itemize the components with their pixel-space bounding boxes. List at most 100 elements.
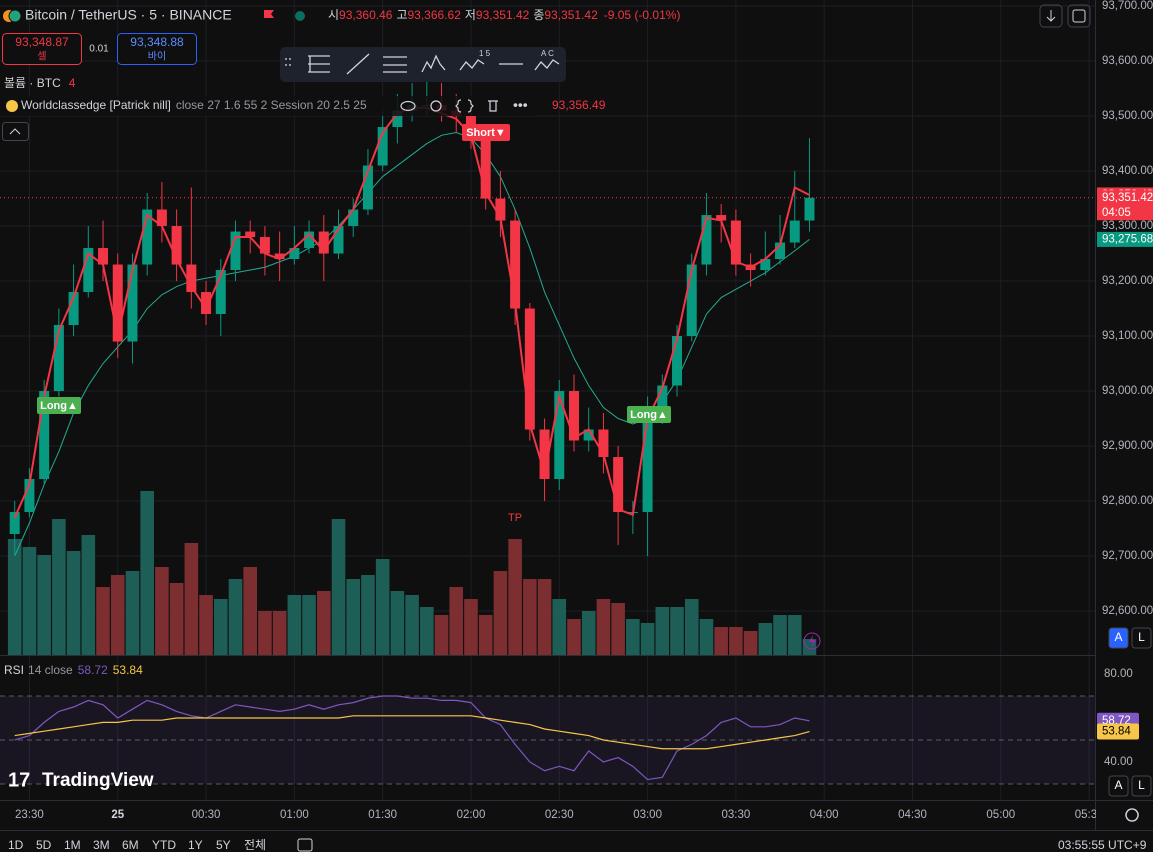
indicator-value: 93,356.49 xyxy=(552,98,606,112)
volume-bar xyxy=(213,599,228,655)
x-tick-label: 01:00 xyxy=(280,809,309,821)
collapse-icon xyxy=(9,128,21,135)
volume-bar xyxy=(140,491,154,655)
tool-pattern[interactable] xyxy=(421,54,446,73)
sell-label: 셀 xyxy=(37,51,46,63)
calendar-icon[interactable] xyxy=(297,838,313,852)
candle-body xyxy=(98,248,109,265)
x-tick-label: 04:00 xyxy=(810,809,839,821)
scale-button-label: A xyxy=(1114,778,1122,792)
annotation: Short▼ xyxy=(466,127,506,139)
volume-bar xyxy=(331,519,346,655)
tool-fib[interactable] xyxy=(308,55,330,73)
clock: 03:55:55 UTC+9 xyxy=(1058,838,1147,852)
candle-body xyxy=(701,215,712,265)
rsi-pane: RSI 14 close 58.72 53.84 xyxy=(0,663,1095,785)
volume-bar xyxy=(375,559,390,655)
annotation-box xyxy=(37,397,81,414)
tool-trendline[interactable] xyxy=(346,53,370,75)
candle-body xyxy=(304,231,315,249)
volume-bar xyxy=(81,535,96,655)
period-button[interactable]: 1M xyxy=(64,838,81,852)
axis-cover xyxy=(1096,801,1153,830)
volume-bar xyxy=(640,623,655,655)
volume-bar xyxy=(508,539,522,655)
ohlc-value: 93,360.46 xyxy=(339,8,393,22)
candle-body xyxy=(657,385,668,414)
tool-abcd[interactable] xyxy=(534,59,560,71)
candle-body xyxy=(259,237,270,254)
settings-icon[interactable] xyxy=(430,100,442,112)
rsi-label: RSI xyxy=(4,663,24,677)
candle-body xyxy=(171,226,182,265)
price-tag xyxy=(1097,231,1153,247)
ohlc-value: 93,351.42 xyxy=(476,8,530,22)
period-button[interactable]: 1D xyxy=(8,838,24,852)
scroll-button[interactable] xyxy=(1039,4,1063,28)
candle-body xyxy=(672,336,683,386)
candle-body xyxy=(142,209,153,265)
sell-button[interactable] xyxy=(2,33,82,65)
period-button[interactable]: 5Y xyxy=(216,838,231,852)
period-button[interactable]: 1Y xyxy=(188,838,203,852)
collapse-button[interactable] xyxy=(2,122,29,141)
volume-bar xyxy=(7,539,22,655)
candle-body xyxy=(642,413,653,513)
period-button[interactable]: 3M xyxy=(93,838,110,852)
period-button[interactable]: 6M xyxy=(122,838,139,852)
period-button[interactable]: 전체 xyxy=(244,838,266,852)
volume-bar xyxy=(758,623,773,655)
candle-body xyxy=(583,429,594,441)
indicator-name[interactable]: Worldclassedge [Patrick nill] xyxy=(21,98,171,112)
volume-bar xyxy=(346,579,361,655)
period-button[interactable]: 5D xyxy=(36,838,52,852)
candle-body xyxy=(127,264,138,342)
settings-gear[interactable] xyxy=(1125,808,1139,822)
volume-bar xyxy=(169,583,184,655)
volume-bar xyxy=(420,607,434,655)
annotation: TP xyxy=(508,512,522,524)
volume-bar xyxy=(243,567,258,655)
rsi-value: 58.72 xyxy=(78,663,108,677)
volume-bar xyxy=(596,599,611,655)
y-tick-label: 93,400.00 xyxy=(1102,165,1153,177)
change: -9.05 (-0.01%) xyxy=(604,8,681,22)
indicator-params: close 27 1.6 55 2 Session 20 2.5 25 xyxy=(176,98,367,112)
period-button[interactable]: YTD xyxy=(152,838,176,852)
candle-body xyxy=(524,308,535,430)
annotations: Long▲ Short▼ Long▲ TP xyxy=(37,124,671,524)
candle-body xyxy=(495,198,506,221)
candle-body xyxy=(716,215,727,221)
candle-body xyxy=(480,138,491,199)
delete-icon[interactable] xyxy=(488,100,498,112)
candle-body xyxy=(39,391,50,480)
candle-body xyxy=(274,253,285,260)
volume-bar xyxy=(361,575,375,655)
scale-button[interactable] xyxy=(1131,627,1152,649)
y-tick-label: 92,600.00 xyxy=(1102,605,1153,617)
more-icon[interactable]: ••• xyxy=(513,97,528,113)
y-tick-label: 92,900.00 xyxy=(1102,440,1153,452)
x-tick-label: 04:30 xyxy=(898,809,927,821)
y-tick-label: 93,600.00 xyxy=(1102,55,1153,67)
drag-handle[interactable] xyxy=(285,58,291,66)
symbol-title[interactable]: Bitcoin / TetherUS · 5 · BINANCE xyxy=(25,7,232,23)
price-tag-label: 93,351.42 xyxy=(1102,192,1153,204)
fullscreen-button[interactable] xyxy=(1067,4,1091,28)
fullscreen-icon xyxy=(1072,9,1086,23)
alert-icon[interactable] xyxy=(803,632,821,650)
logo: TradingView xyxy=(42,770,154,791)
volume-bar xyxy=(110,575,125,655)
scale-button[interactable] xyxy=(1108,627,1129,649)
source-icon[interactable] xyxy=(455,99,474,113)
buy-button[interactable] xyxy=(117,33,197,65)
scale-button[interactable] xyxy=(1108,775,1129,797)
candle-body xyxy=(804,197,815,221)
tool-elliott[interactable] xyxy=(459,59,485,71)
flag-icon[interactable] xyxy=(264,10,274,18)
tool-channel[interactable] xyxy=(383,56,407,73)
eye-icon[interactable] xyxy=(400,100,416,112)
scale-button[interactable] xyxy=(1131,775,1152,797)
bottom-toolbar: 1D 5D 1M 3M 6M YTD 1Y 5Y 전체 xyxy=(8,838,266,852)
